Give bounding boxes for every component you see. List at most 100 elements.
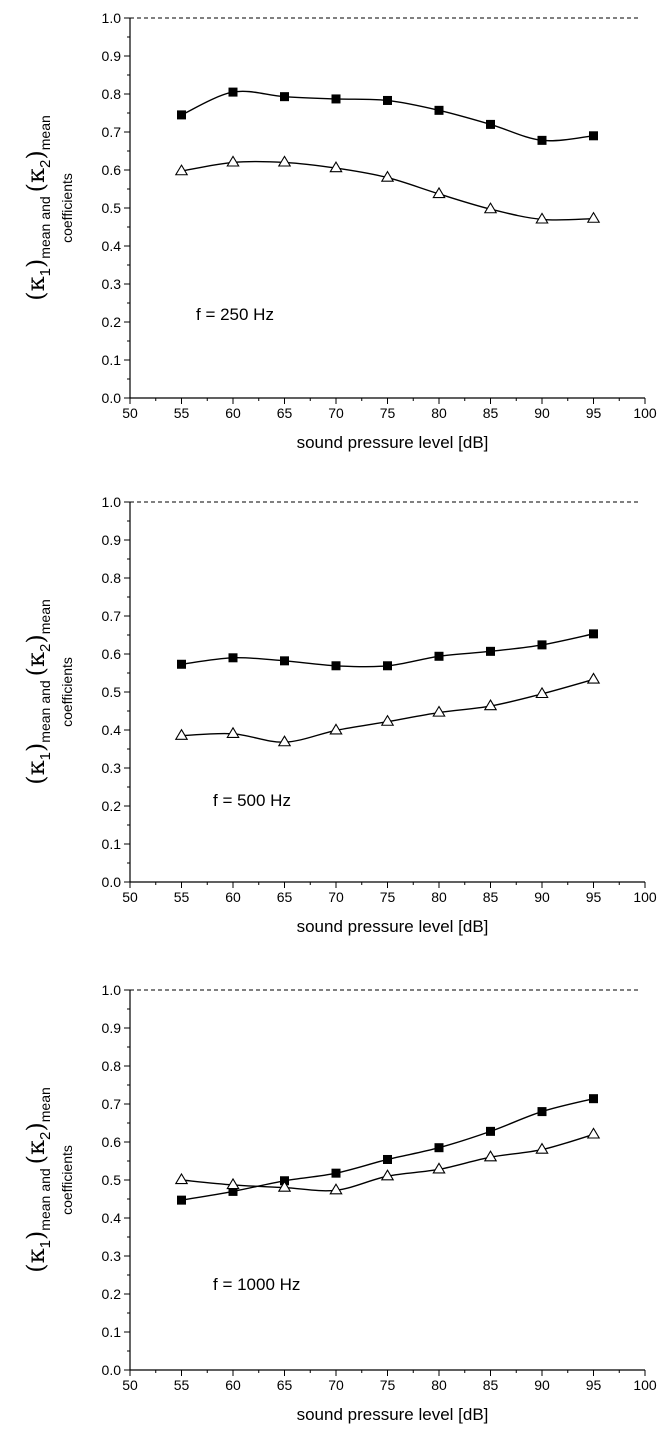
data-point-triangle — [174, 164, 189, 176]
data-point-triangle — [226, 155, 240, 167]
x-tick-label: 70 — [328, 405, 344, 421]
y-tick-label: 0.7 — [102, 124, 122, 140]
x-tick-label: 70 — [328, 889, 344, 905]
data-point-triangle — [277, 1180, 292, 1192]
x-tick-label: 80 — [431, 1377, 447, 1393]
x-tick-label: 50 — [122, 405, 138, 421]
frequency-annotation: f = 1000 Hz — [213, 1275, 300, 1294]
data-point-square — [537, 1107, 547, 1117]
x-tick-label: 100 — [633, 405, 657, 421]
x-tick-label: 60 — [225, 889, 241, 905]
y-axis-title-part: 2 — [37, 1132, 54, 1140]
data-point-square — [537, 640, 547, 650]
data-point-triangle — [483, 1150, 498, 1162]
data-point-square — [486, 646, 495, 656]
x-tick-label: 65 — [277, 1377, 293, 1393]
y-tick-label: 0.7 — [102, 608, 122, 624]
y-tick-label: 0.3 — [102, 1248, 122, 1264]
data-point-square — [331, 94, 341, 104]
x-tick-label: 60 — [225, 1377, 241, 1393]
data-point-square — [383, 1154, 392, 1164]
data-point-triangle — [380, 1169, 395, 1181]
y-tick-label: 0.9 — [102, 1020, 122, 1036]
x-tick-label: 80 — [431, 405, 447, 421]
y-axis-title-paren: ) — [22, 259, 50, 268]
y-axis-title-part: κ — [22, 168, 50, 183]
data-point-triangle — [586, 672, 601, 684]
data-point-triangle — [483, 698, 498, 711]
y-tick-label: 0.8 — [102, 86, 122, 102]
y-tick-label: 0.9 — [102, 48, 122, 64]
x-tick-label: 75 — [380, 1377, 396, 1393]
data-point-square — [434, 105, 444, 115]
y-axis-title-part: 2 — [37, 160, 54, 168]
y-axis-title-paren: ( — [22, 1263, 50, 1272]
x-tick-label: 55 — [174, 1377, 190, 1393]
y-axis-title-paren: ( — [22, 183, 50, 192]
x-tick-label: 55 — [174, 405, 190, 421]
series-line-open-triangle — [181, 160, 594, 221]
y-axis-title-part: 1 — [37, 752, 54, 760]
data-point-square — [177, 659, 186, 669]
y-tick-label: 1.0 — [102, 10, 122, 26]
data-point-triangle — [535, 686, 549, 699]
chart-panel-1: 0.0 0.1 0.2 0.3 0.4 0.5 0.6 0.7 0.8 0.9 1.0 50 55 60 6… — [22, 10, 657, 452]
y-axis-title-paren: ) — [22, 1122, 50, 1131]
y-tick-label: 0.3 — [102, 760, 122, 776]
data-point-square — [383, 661, 392, 671]
y-axis-title-part: mean — [37, 708, 53, 743]
data-point-square — [486, 1126, 495, 1136]
y-axis-title-part: κ — [22, 1248, 50, 1263]
data-point-triangle — [432, 186, 446, 199]
x-tick-label: 90 — [534, 889, 550, 905]
x-tick-label: 90 — [534, 405, 550, 421]
frequency-annotation: f = 250 Hz — [196, 305, 274, 324]
y-axis-title-line2: coefficients — [59, 1145, 75, 1215]
y-axis-title-part: 1 — [37, 1240, 54, 1248]
data-point-square — [589, 629, 598, 639]
data-point-triangle — [277, 155, 292, 167]
y-axis-title-part: mean — [37, 1196, 53, 1231]
data-point-triangle — [432, 705, 446, 717]
y-axis-title-part: mean — [37, 1087, 53, 1122]
x-axis-title: sound pressure level [dB] — [297, 433, 489, 452]
data-point-triangle — [483, 202, 498, 214]
x-tick-label: 50 — [122, 1377, 138, 1393]
x-tick-label: 75 — [380, 889, 396, 905]
data-point-square — [331, 661, 341, 671]
x-tick-label: 95 — [586, 889, 602, 905]
data-point-triangle — [226, 1177, 240, 1190]
y-axis-title-paren: ( — [22, 1155, 50, 1164]
x-tick-label: 95 — [586, 405, 602, 421]
y-tick-label: 0.3 — [102, 276, 122, 292]
y-axis-title-line2: coefficients — [59, 173, 75, 243]
data-point-square — [228, 1186, 238, 1196]
y-tick-label: 0.4 — [102, 722, 122, 738]
y-axis-title-part: 1 — [37, 268, 54, 276]
y-axis-title-line1: (κ1)meanand(κ2)mean — [22, 599, 54, 785]
data-point-triangle — [586, 1127, 601, 1139]
y-tick-label: 0.9 — [102, 532, 122, 548]
x-axis-title: sound pressure level [dB] — [297, 1405, 489, 1424]
y-tick-label: 1.0 — [102, 494, 122, 510]
data-point-square — [280, 656, 289, 666]
y-axis-title-part: and — [37, 1168, 53, 1191]
data-point-square — [537, 135, 547, 145]
x-tick-label: 60 — [225, 405, 241, 421]
y-axis-title-paren: ) — [22, 634, 50, 643]
y-tick-label: 0.5 — [102, 200, 122, 216]
data-point-triangle — [174, 1172, 189, 1185]
y-axis-title-paren: ) — [22, 1231, 50, 1240]
data-point-square — [177, 1195, 186, 1205]
x-tick-label: 65 — [277, 405, 293, 421]
data-point-square — [434, 1143, 444, 1153]
data-point-triangle — [329, 161, 343, 173]
y-tick-label: 0.2 — [102, 314, 122, 330]
x-tick-label: 90 — [534, 1377, 550, 1393]
y-tick-label: 0.2 — [102, 798, 122, 814]
y-axis-title-part: mean — [37, 115, 53, 150]
series-line-open-triangle — [181, 678, 594, 743]
x-tick-label: 80 — [431, 889, 447, 905]
y-axis-title-part: κ — [22, 652, 50, 667]
x-tick-label: 100 — [633, 1377, 657, 1393]
